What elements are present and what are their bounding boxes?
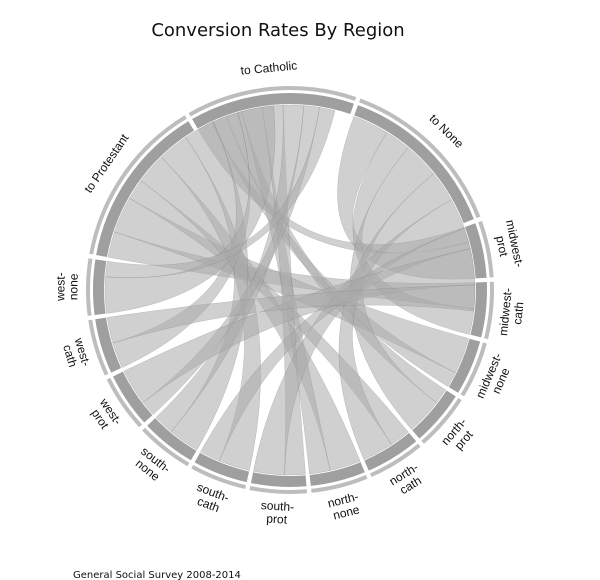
ribbon-s_prot-to-none	[253, 199, 465, 476]
ribbon-w_none-to-catholic	[105, 107, 336, 278]
label-s_prot: south-prot	[260, 498, 295, 527]
label-n_none: north-none	[326, 489, 363, 523]
arc-s_none	[147, 418, 197, 461]
outer-arc-catholic	[188, 86, 357, 117]
arc-w_cath	[95, 317, 122, 373]
chart-caption: General Social Survey 2008-2014	[73, 570, 241, 580]
arc-protestant	[96, 121, 195, 257]
outer-arc-w_cath	[88, 319, 109, 376]
label-w_cath: west-cath	[59, 335, 93, 371]
group-arcs	[86, 86, 494, 494]
arc-catholic	[192, 93, 354, 129]
outer-arc-s_cath	[191, 465, 247, 490]
outer-arc-n_prot	[421, 398, 462, 444]
arc-n_cath	[364, 432, 417, 471]
arc-s_prot	[250, 472, 307, 487]
chart-title: Conversion Rates By Region	[151, 20, 404, 41]
ribbon-w_prot-to-none	[123, 248, 476, 403]
arc-s_cath	[194, 452, 250, 483]
ribbon-n_cath-to-none	[338, 173, 452, 460]
outer-arc-n_cath	[369, 443, 421, 477]
arc-n_none	[309, 462, 365, 486]
outer-arc-w_prot	[106, 377, 143, 428]
outer-arc-n_none	[311, 475, 368, 493]
arc-mw_prot	[464, 223, 487, 279]
label-mw_cath: midwest-cath	[496, 287, 528, 338]
arc-n_prot	[412, 390, 456, 439]
outer-arc-s_prot	[249, 486, 308, 494]
outer-arc-mw_cath	[484, 281, 494, 340]
outer-arc-w_none	[86, 258, 93, 316]
arc-mw_cath	[470, 282, 488, 338]
arc-none	[354, 105, 474, 224]
label-catholic: to Catholic	[240, 58, 298, 77]
label-s_cath: south-cath	[190, 480, 231, 517]
outer-arc-mw_none	[460, 342, 487, 397]
ribbons	[104, 104, 476, 476]
ribbon-w_cath-to-none	[106, 284, 476, 344]
label-mw_prot: midwest-prot	[490, 219, 526, 271]
arc-w_prot	[113, 371, 153, 423]
ribbon-s_cath-to-none	[200, 228, 471, 462]
arc-w_none	[92, 259, 107, 315]
outer-arc-mw_prot	[478, 220, 494, 278]
arc-mw_none	[448, 338, 481, 393]
outer-arc-s_none	[142, 427, 190, 467]
label-w_none: west-none	[53, 272, 80, 302]
